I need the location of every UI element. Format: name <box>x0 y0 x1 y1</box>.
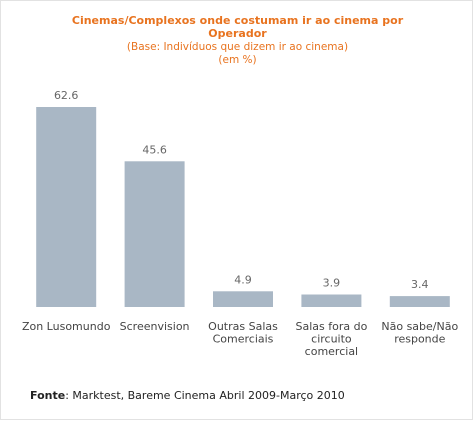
bar-1 <box>124 161 185 307</box>
bar-2 <box>213 291 273 307</box>
source-text: : Marktest, Bareme Cinema Abril 2009-Mar… <box>65 389 345 402</box>
value-label-0: 62.6 <box>54 89 79 102</box>
value-label-1: 45.6 <box>142 143 167 156</box>
category-label-0-line-0: Zon Lusomundo <box>22 320 111 333</box>
source-note: Fonte: Marktest, Bareme Cinema Abril 200… <box>30 389 345 402</box>
bar-4 <box>389 296 450 307</box>
bar-0 <box>36 107 97 307</box>
chart-title-line-1: Cinemas/Complexos onde costumam ir ao ci… <box>71 14 404 27</box>
category-label-4-line-1: responde <box>394 333 445 346</box>
value-label-2: 4.9 <box>234 273 252 286</box>
chart-subtitle-line-2: (em %) <box>218 54 257 66</box>
category-label-1-line-0: Screenvision <box>120 320 190 333</box>
value-label-4: 3.4 <box>411 278 429 291</box>
category-label-4-line-0: Não sabe/Não <box>381 320 458 333</box>
category-label-3-line-0: Salas fora do <box>295 320 367 333</box>
category-label-2-line-1: Comerciais <box>213 333 274 346</box>
chart-title-line-2: Operador <box>208 27 267 40</box>
category-label-3-line-1: circuito <box>311 333 352 346</box>
source-label: Fonte <box>30 389 66 402</box>
value-label-3: 3.9 <box>323 277 341 290</box>
bar-3 <box>301 294 362 307</box>
category-label-3-line-2: comercial <box>305 345 358 358</box>
category-label-2-line-0: Outras Salas <box>208 320 278 333</box>
chart-subtitle-line-1: (Base: Indivíduos que dizem ir ao cinema… <box>126 41 349 53</box>
